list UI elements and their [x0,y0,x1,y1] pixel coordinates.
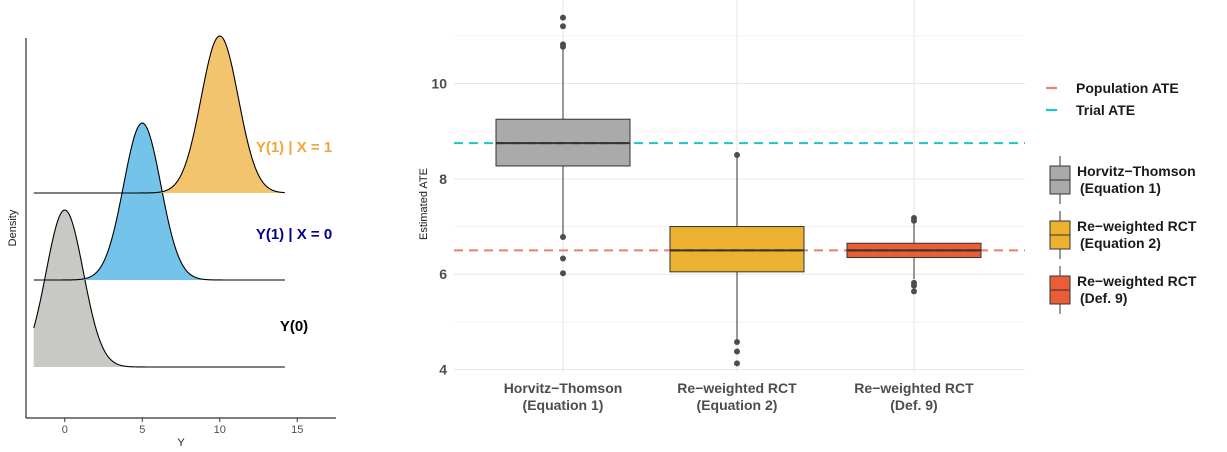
boxplot-x-tick-line: Re−weighted RCT [854,380,974,396]
box-horvitz-thomson-equation-1 [495,14,631,277]
legend-label-line: (Equation 2) [1080,235,1161,251]
legend-label: Horvitz−Thomson (Equation 1) [1077,163,1196,196]
legend-label: Population ATE [1076,80,1179,96]
boxplot-x-tick-label: Re−weighted RCT (Equation 2) [677,380,797,413]
ridge-line-y-1-x-0 [33,122,285,281]
legend-label: Re−weighted RCT (Def. 9) [1077,273,1197,306]
box-outlier-point [911,214,917,221]
box-outlier-point [734,152,740,158]
ridge-line-y-0 [33,209,285,368]
box-outlier-point [911,288,917,295]
legend-item-horvitz-thomson-equation-1: Horvitz−Thomson (Equation 1) [1049,156,1196,204]
box-outlier-point [560,41,566,48]
box-outlier-point [560,255,566,262]
legend-label-line: Re−weighted RCT [1077,273,1197,289]
legend-item-trial-ate: Trial ATE [1046,102,1135,118]
boxplot-y-tick-label: 10 [431,75,447,91]
ridge-y-axis-title: Density [7,209,19,246]
boxplot-y-tick-label: 4 [439,362,447,378]
box-outlier-point [734,338,740,345]
ridge-label-y-1-x-1: Y(1) | X = 1 [256,139,332,156]
boxplot-panel: 4 6 8 10 Horvitz−Thomson (Equation 1) Re−weig… [418,0,1025,413]
boxplot-x-tick-label: Horvitz−Thomson (Equation 1) [504,380,623,413]
ridge-x-tick-label: 10 [214,424,226,436]
box-re-weighted-rct-equation-2 [669,152,805,367]
ridge-x-axis-title: Y [177,437,185,449]
legend-label-line: (Def. 9) [1080,290,1127,306]
legend-label-line: (Equation 1) [1080,180,1161,196]
ridge-label-y-1-x-0: Y(1) | X = 0 [256,226,332,243]
legend-label-line: Re−weighted RCT [1077,218,1197,234]
ridge-x-tick-label: 15 [291,424,303,436]
boxplot-y-axis-title: Estimated ATE [418,168,430,240]
box-outlier-point [560,14,566,21]
boxplot-x-tick-line: (Def. 9) [890,397,937,413]
ridge-area-y-0 [33,210,285,367]
box-outlier-point [911,282,917,289]
ridge-density-panel: Y(0) Y(1) | X = 0 Y(1) | X = 1 0 5 10 15 Y De… [7,35,336,449]
box-outlier-point [734,360,740,367]
ridge-label-y-0: Y(0) [280,318,308,335]
boxplot-x-tick-label: Re−weighted RCT (Def. 9) [854,380,974,413]
box-outlier-point [734,348,740,355]
boxplot-y-tick-label: 6 [439,266,447,282]
legend-item-re-weighted-rct-def-9: Re−weighted RCT (Def. 9) [1049,266,1197,314]
boxplot-x-tick-line: Horvitz−Thomson [504,380,623,396]
box-body [669,226,805,273]
legend-item-re-weighted-rct-equation-2: Re−weighted RCT (Equation 2) [1049,211,1197,259]
ridge-area-y-1-x-1 [33,36,285,193]
ridge-x-tick-label: 5 [139,424,145,436]
boxplot-x-tick-line: Re−weighted RCT [677,380,797,396]
box-outlier-point [560,234,566,241]
ridge-area-y-1-x-0 [33,123,285,280]
legend-item-population-ate: Population ATE [1046,80,1179,96]
boxplot-x-tick-line: (Equation 1) [523,397,604,413]
boxplot-x-tick-line: (Equation 2) [697,397,778,413]
legend-label: Trial ATE [1076,102,1135,118]
ridge-x-tick-label: 0 [62,424,68,436]
boxplot-y-tick-label: 8 [439,171,447,187]
ridge-line-y-1-x-1 [33,35,285,194]
box-outlier-point [560,270,566,277]
legend-label-line: Horvitz−Thomson [1077,163,1196,179]
legend-label: Re−weighted RCT (Equation 2) [1077,218,1197,251]
box-outlier-point [560,23,566,30]
